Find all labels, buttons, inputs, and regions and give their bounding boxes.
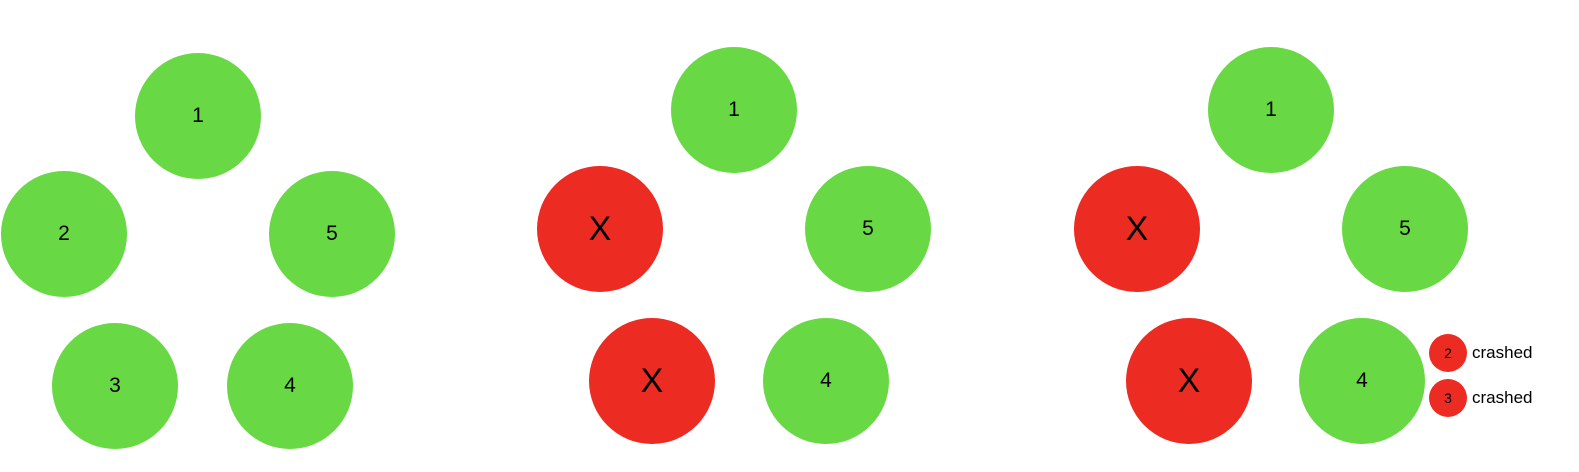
node-2-crashed: X — [1074, 166, 1200, 292]
node-2-crashed: X — [537, 166, 663, 292]
node-1: 1 — [1208, 47, 1334, 173]
legend-status-node-3: crashed — [1472, 388, 1533, 407]
legend-dot-node-3: 3 — [1429, 379, 1467, 417]
legend-dot-node-2: 2 — [1429, 334, 1467, 372]
node-1: 1 — [671, 47, 797, 173]
node-4: 4 — [227, 323, 353, 449]
node-3-crashed: X — [1126, 318, 1252, 444]
node-2: 2 — [1, 171, 127, 297]
node-4: 4 — [763, 318, 889, 444]
node-3: 3 — [52, 323, 178, 449]
node-5: 5 — [1342, 166, 1468, 292]
node-3-crashed: X — [589, 318, 715, 444]
node-1: 1 — [135, 53, 261, 179]
legend-status-node-2: crashed — [1472, 343, 1533, 362]
node-4: 4 — [1299, 318, 1425, 444]
node-5: 5 — [269, 171, 395, 297]
node-5: 5 — [805, 166, 931, 292]
